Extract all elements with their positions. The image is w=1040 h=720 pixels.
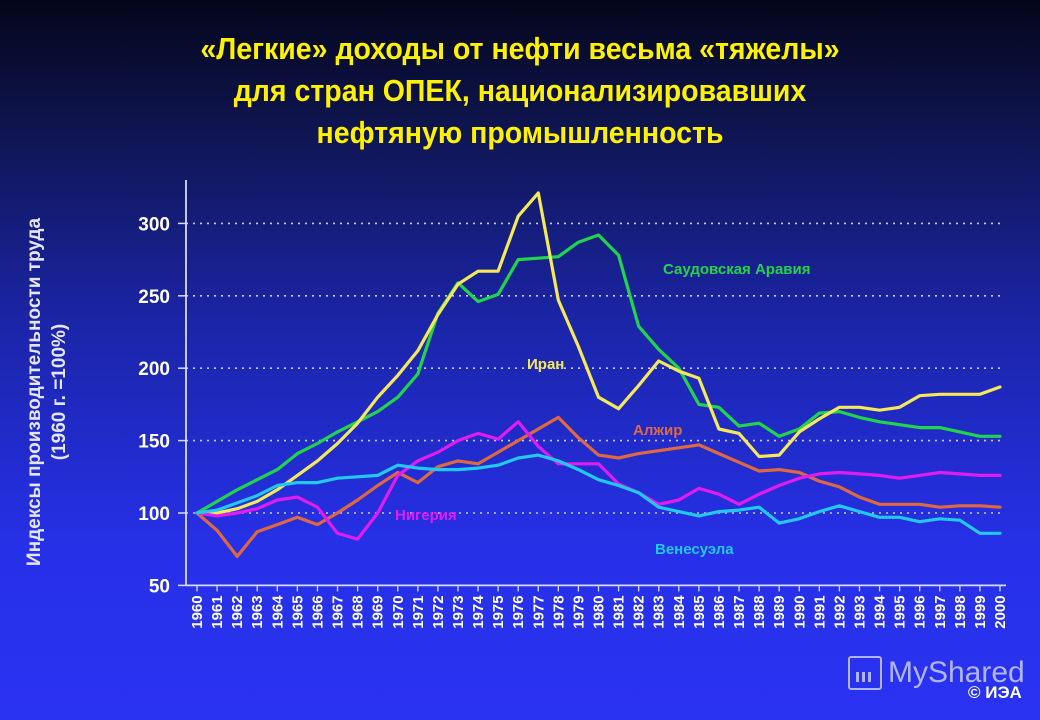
title-line-2: для стран ОПЕК, национализировавших [233, 73, 807, 108]
series-label-nigeria: Нигерия [395, 507, 457, 524]
x-tick-label: 1987 [731, 595, 748, 628]
data-series [195, 191, 1002, 559]
series-label-algeria: Алжир [633, 422, 682, 439]
x-tick-label: 1988 [751, 595, 768, 628]
x-tick-label: 1967 [330, 595, 347, 628]
x-tick-label: 2000 [992, 595, 1009, 628]
x-tick-label: 1991 [811, 595, 828, 628]
x-tick-label: 1964 [269, 595, 286, 629]
series-label-venezuela: Венесуэла [655, 541, 734, 558]
series-line-nigeria [195, 420, 1002, 541]
y-tick-label: 50 [149, 576, 170, 597]
x-tick-label: 1982 [631, 595, 648, 628]
x-tick-label: 1998 [952, 595, 969, 628]
x-tick-label: 1965 [289, 595, 306, 628]
x-tick-label: 1976 [510, 595, 527, 628]
x-tick-label: 1970 [390, 595, 407, 628]
x-tick-label: 1969 [370, 595, 387, 628]
x-tick-label: 1971 [410, 595, 427, 628]
watermark-text: MyShared [888, 656, 1025, 689]
x-tick-label: 1979 [570, 595, 587, 628]
x-tick-label: 1983 [651, 595, 668, 628]
x-tick-label: 1974 [470, 595, 487, 629]
x-tick-label: 1973 [450, 595, 467, 628]
presentation-chart-icon [848, 656, 882, 690]
y-tick-label: 300 [138, 214, 170, 235]
x-tick-label: 1981 [611, 595, 628, 628]
series-labels: Саудовская Аравия Иран Алжир Нигерия Венесуэ… [395, 261, 811, 558]
x-tick-label: 1966 [309, 595, 326, 628]
x-tick-label: 1980 [591, 595, 608, 628]
x-tick-label: 1978 [550, 595, 567, 628]
x-tick-label: 1989 [771, 595, 788, 628]
title-line-3: нефтяную промышленность [316, 115, 724, 150]
series-line-saudi [195, 233, 1002, 515]
x-tick-label: 1999 [972, 595, 989, 628]
series-line-algeria [195, 415, 1002, 559]
x-tick-label: 1994 [872, 595, 889, 629]
series-label-iran: Иран [527, 356, 564, 373]
series-label-saudi: Саудовская Аравия [663, 261, 811, 278]
x-tick-label: 1977 [530, 595, 547, 628]
x-tick-label: 1960 [189, 595, 206, 628]
y-tick-label: 200 [138, 359, 170, 380]
series-line-venezuela [195, 453, 1002, 535]
x-tick-label: 1972 [430, 595, 447, 628]
x-tick-label: 1995 [892, 595, 909, 628]
x-tick-label: 1961 [209, 595, 226, 628]
chart-title: «Легкие» доходы от нефти весьма «тяжелы»… [42, 28, 999, 154]
x-tick-label: 1997 [932, 595, 949, 628]
watermark: MyShared [848, 656, 1025, 690]
x-tick-label: 1984 [671, 595, 688, 629]
series-line-iran [195, 191, 1002, 515]
x-tick-label: 1962 [229, 595, 246, 628]
x-tick-label: 1968 [350, 595, 367, 628]
y-tick-label: 150 [138, 432, 170, 453]
y-tick-label: 100 [138, 504, 170, 525]
x-tick-label: 1990 [791, 595, 808, 628]
x-tick-label: 1975 [490, 595, 507, 628]
x-tick-label: 1963 [249, 595, 266, 628]
copyright: © ИЭА [968, 683, 1022, 702]
x-tick-label: 1996 [912, 595, 929, 628]
gridlines [186, 222, 1003, 514]
x-tick-label: 1992 [831, 595, 848, 628]
y-tick-label: 250 [138, 287, 170, 308]
x-tick-label: 1993 [851, 595, 868, 628]
title-line-1: «Легкие» доходы от нефти весьма «тяжелы» [200, 31, 840, 66]
x-tick-label: 1986 [711, 595, 728, 628]
x-tick-label: 1985 [691, 595, 708, 628]
